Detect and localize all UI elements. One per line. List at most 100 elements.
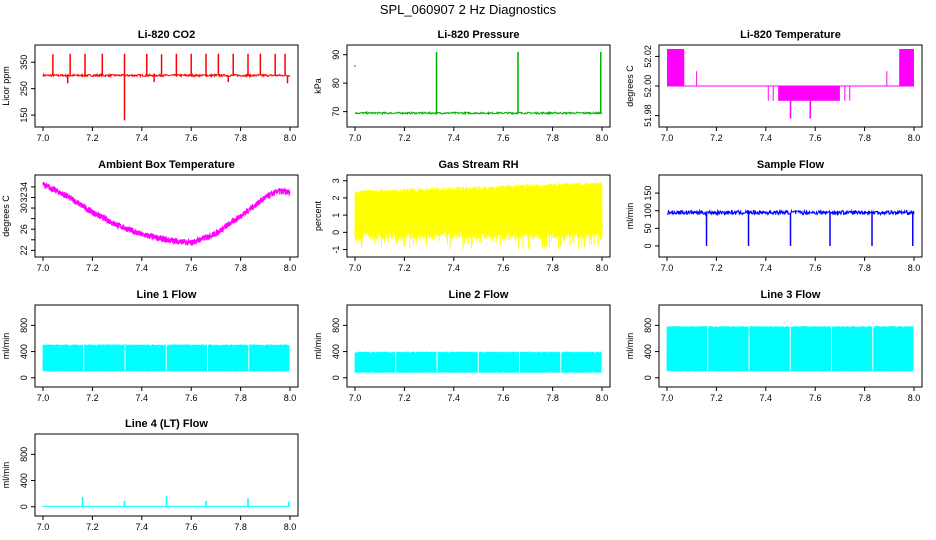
- chart-title: Line 3 Flow: [761, 289, 821, 301]
- y-axis-label: kPa: [313, 78, 323, 94]
- chart-title: Line 1 Flow: [137, 289, 197, 301]
- panel-line3: Line 3 Flow ml/min 7.0 7.2 7.4 7.6 7.8 8.0 0 400 8…: [625, 289, 923, 403]
- x-tick-label: 8.0: [596, 393, 609, 403]
- y-tick-label: 400: [643, 344, 653, 359]
- x-tick-label: 7.8: [858, 133, 871, 143]
- y-tick-label: 100: [643, 203, 653, 218]
- x-tick-label: 7.6: [185, 263, 198, 273]
- x-tick-label: 8.0: [596, 263, 609, 273]
- x-tick-label: 7.0: [349, 393, 362, 403]
- y-tick-label: 2: [331, 195, 341, 200]
- plot-frame: [34, 174, 299, 258]
- y-tick-label: 400: [19, 344, 29, 359]
- oscillation-band: [778, 86, 840, 101]
- chart-title: Gas Stream RH: [438, 159, 518, 171]
- x-tick-label: 7.6: [497, 133, 510, 143]
- x-tick-label: 7.2: [86, 133, 99, 143]
- y-axis-label: ml/min: [313, 333, 323, 360]
- y-tick-label: 150: [643, 186, 653, 201]
- x-tick-label: 7.6: [185, 393, 198, 403]
- panel-rh: Gas Stream RH percent 7.0 7.2 7.4 7.6 7.8 8.0 -1…: [313, 159, 611, 273]
- x-tick-label: 7.6: [185, 522, 198, 532]
- x-tick-label: 7.4: [136, 263, 149, 273]
- series-line: [42, 181, 291, 246]
- y-tick-label: 32: [19, 192, 29, 202]
- y-tick-label: 0: [19, 504, 29, 509]
- x-tick-label: 8.0: [908, 393, 921, 403]
- x-tick-label: 7.8: [546, 263, 559, 273]
- x-tick-label: 7.4: [136, 522, 149, 532]
- oscillation-band: [899, 49, 914, 86]
- chart-title: Ambient Box Temperature: [98, 159, 235, 171]
- x-tick-label: 7.2: [86, 522, 99, 532]
- panel-ambient: Ambient Box Temperature degrees C 7.0 7.2 7.…: [1, 159, 299, 273]
- x-tick-label: 7.0: [37, 133, 50, 143]
- series-line: [42, 72, 291, 79]
- oscillation-band: [667, 49, 685, 86]
- y-axis-label: ml/min: [625, 203, 635, 230]
- x-tick-label: 7.8: [234, 393, 247, 403]
- x-tick-label: 7.8: [546, 133, 559, 143]
- plot-frame: [658, 304, 923, 388]
- y-tick-label: 0: [19, 375, 29, 380]
- x-tick-label: 7.4: [448, 263, 461, 273]
- chart-title: Sample Flow: [757, 159, 825, 171]
- panel-li820temp: Li-820 Temperature degrees C 7.0 7.2 7.4 7.6 7…: [625, 29, 923, 143]
- x-tick-label: 7.6: [497, 263, 510, 273]
- chart-title: Li-820 CO2: [138, 29, 195, 41]
- panel-line1: Line 1 Flow ml/min 7.0 7.2 7.4 7.6 7.8 8.0 0 400 8…: [1, 289, 299, 403]
- x-tick-label: 7.4: [760, 393, 773, 403]
- x-tick-label: 8.0: [284, 263, 297, 273]
- y-axis-label: degrees C: [1, 195, 11, 237]
- x-tick-label: 7.0: [661, 133, 674, 143]
- x-tick-label: 7.6: [809, 263, 822, 273]
- x-tick-label: 8.0: [284, 133, 297, 143]
- x-tick-label: 7.0: [37, 522, 50, 532]
- y-tick-label: 51.98: [643, 104, 653, 127]
- panel-pressure: Li-820 Pressure kPa 7.0 7.2 7.4 7.6 7.8 8.0 70 80…: [313, 29, 611, 143]
- y-axis-label: ml/min: [625, 333, 635, 360]
- plot-frame: [346, 44, 611, 128]
- panel-sample: Sample Flow ml/min 7.0 7.2 7.4 7.6 7.8 8.0 0 50 10…: [625, 159, 923, 273]
- x-tick-label: 7.6: [809, 393, 822, 403]
- plot-frame: [658, 174, 923, 258]
- x-tick-label: 7.0: [661, 393, 674, 403]
- x-tick-label: 7.8: [234, 263, 247, 273]
- panel-co2: Li-820 CO2 Licor ppm 7.0 7.2 7.4 7.6 7.8 8.0 150…: [1, 29, 299, 143]
- x-tick-label: 7.4: [760, 133, 773, 143]
- y-tick-label: 400: [331, 344, 341, 359]
- x-tick-label: 7.2: [710, 133, 723, 143]
- y-tick-label: 250: [19, 81, 29, 96]
- x-tick-label: 7.8: [858, 263, 871, 273]
- x-tick-label: 7.6: [497, 393, 510, 403]
- x-tick-label: 7.0: [661, 263, 674, 273]
- y-tick-label: 26: [19, 224, 29, 234]
- plot-frame: [34, 433, 299, 517]
- x-tick-label: 7.2: [710, 393, 723, 403]
- page-title: SPL_060907 2 Hz Diagnostics: [379, 2, 557, 17]
- x-tick-label: 7.2: [398, 133, 411, 143]
- x-tick-label: 7.2: [86, 263, 99, 273]
- x-tick-label: 7.2: [710, 263, 723, 273]
- x-tick-label: 7.2: [398, 263, 411, 273]
- y-tick-label: 800: [331, 318, 341, 333]
- y-tick-label: 150: [19, 108, 29, 123]
- x-tick-label: 7.4: [448, 133, 461, 143]
- x-tick-label: 7.4: [136, 393, 149, 403]
- x-tick-label: 7.2: [398, 393, 411, 403]
- series-line: [354, 181, 603, 250]
- x-tick-label: 7.4: [448, 393, 461, 403]
- y-tick-label: 0: [643, 243, 653, 248]
- y-axis-label: Licor ppm: [1, 66, 11, 106]
- y-tick-label: 3: [331, 178, 341, 183]
- y-axis-label: ml/min: [1, 462, 11, 489]
- y-tick-label: 30: [19, 203, 29, 213]
- x-tick-label: 7.0: [349, 133, 362, 143]
- y-tick-label: -1: [331, 246, 341, 254]
- y-tick-label: 90: [331, 50, 341, 60]
- x-tick-label: 7.8: [234, 522, 247, 532]
- y-tick-label: 0: [643, 375, 653, 380]
- chart-title: Li-820 Temperature: [740, 29, 841, 41]
- y-tick-label: 800: [19, 447, 29, 462]
- y-tick-label: 52.02: [643, 45, 653, 68]
